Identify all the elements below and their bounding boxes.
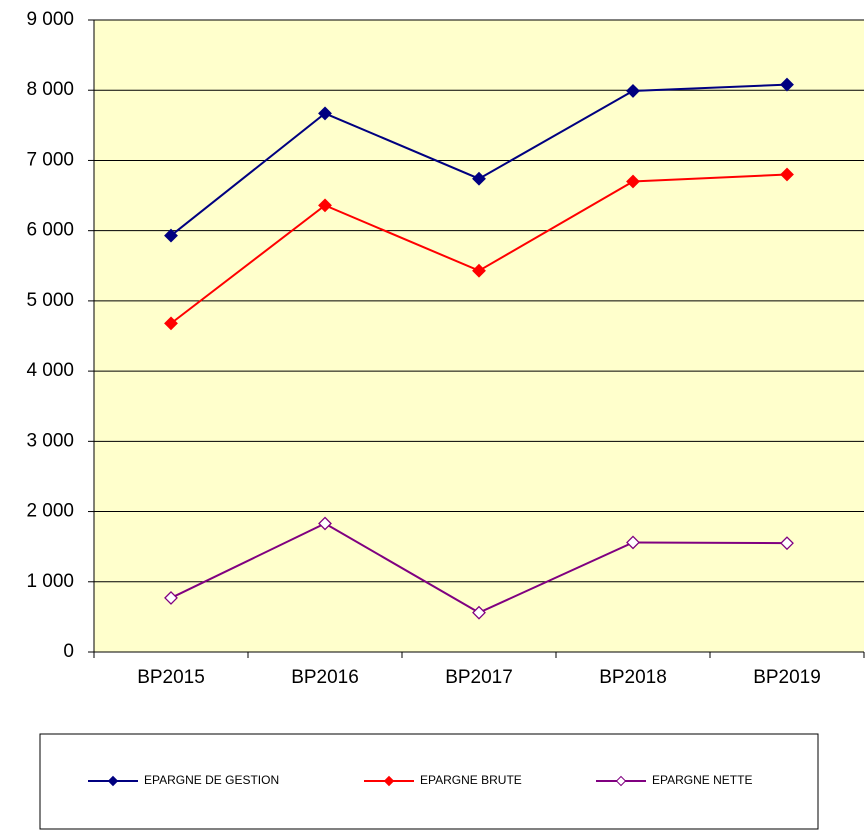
y-tick-label: 5 000 (26, 290, 74, 311)
data-point (472, 171, 486, 186)
x-tick-label: BP2016 (291, 667, 359, 688)
y-tick-label: 8 000 (26, 79, 74, 100)
x-tick-label: BP2017 (445, 667, 513, 688)
data-point (780, 536, 794, 551)
data-point (626, 535, 640, 550)
legend-label: EPARGNE NETTE (652, 773, 752, 787)
y-tick-label: 9 000 (26, 9, 74, 30)
legend-box (39, 733, 819, 830)
data-point (318, 516, 332, 531)
data-point (472, 605, 486, 620)
y-tick-label: 6 000 (26, 220, 74, 241)
data-point (780, 167, 794, 182)
y-tick-label: 3 000 (26, 430, 74, 451)
legend-marker (107, 775, 119, 787)
y-tick-label: 2 000 (26, 501, 74, 522)
x-tick-label: BP2019 (753, 667, 821, 688)
plot-area (94, 20, 864, 652)
data-point (318, 198, 332, 213)
y-tick-label: 4 000 (26, 360, 74, 381)
y-tick-label: 7 000 (26, 149, 74, 170)
legend-label: EPARGNE DE GESTION (144, 773, 279, 787)
data-point (164, 591, 178, 605)
x-tick-label: BP2018 (599, 667, 667, 688)
data-point (318, 106, 332, 121)
data-point (164, 228, 178, 243)
data-point (472, 263, 486, 278)
data-point (626, 84, 640, 98)
y-tick-label: 1 000 (26, 571, 74, 592)
data-point (626, 174, 640, 189)
legend-marker (615, 775, 627, 787)
data-point (780, 77, 794, 92)
legend-label: EPARGNE BRUTE (420, 773, 522, 787)
data-point (164, 316, 178, 331)
x-tick-label: BP2015 (137, 667, 205, 688)
y-tick-label: 0 (63, 641, 74, 662)
legend-marker (383, 775, 395, 787)
